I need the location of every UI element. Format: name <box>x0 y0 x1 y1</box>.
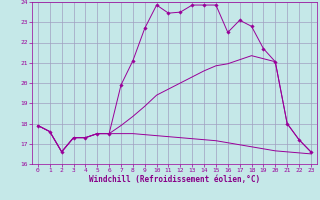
X-axis label: Windchill (Refroidissement éolien,°C): Windchill (Refroidissement éolien,°C) <box>89 175 260 184</box>
